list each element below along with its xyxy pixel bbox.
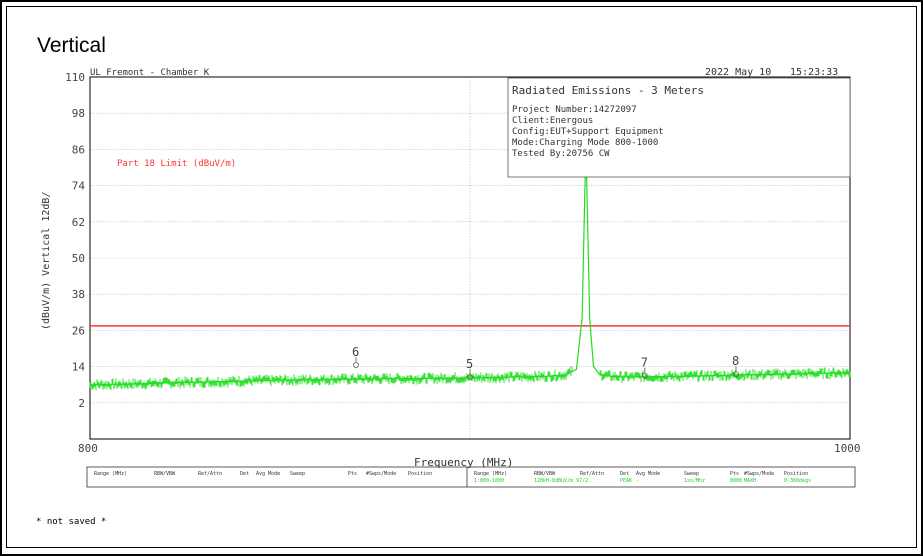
settings-table: Range (MHz) RBW/VBW Ref/Attn Det Avg Mode Swe… <box>86 466 856 488</box>
table-header: Sweep <box>290 471 305 477</box>
table-left: Range (MHz) RBW/VBW Ref/Attn Det Avg Mode Swe… <box>94 471 432 477</box>
table-right: Range (MHz)1:800-1000 RBW/VBW120kH-0dBuV/… <box>474 471 811 484</box>
header-left: UL Fremont - Chamber K <box>90 68 210 78</box>
table-header: Det <box>240 471 249 477</box>
table-header: Range (MHz) <box>474 471 507 477</box>
table-header: Ref/Attn <box>580 471 604 477</box>
inner-frame <box>6 6 917 548</box>
y-tick-label: 2 <box>78 397 85 410</box>
y-tick-label: 110 <box>65 71 85 84</box>
table-header: RBW/VBW <box>534 471 556 477</box>
polarization-heading: Vertical <box>37 34 106 57</box>
table-value: 1ss/Mhz <box>684 478 705 484</box>
header-time: 15:23:33 <box>790 67 838 78</box>
info-line: Tested By:20756 CW <box>512 149 610 159</box>
table-header: Position <box>408 471 432 477</box>
marker-point <box>353 362 359 368</box>
marker-point <box>467 374 473 381</box>
footnote: * not saved * <box>36 517 107 527</box>
table-header: Ref/Attn <box>198 471 222 477</box>
table-value: MAXH <box>744 478 756 484</box>
y-tick-label: 38 <box>72 288 85 301</box>
table-header: Position <box>784 471 808 477</box>
table-header: Avg Mode <box>636 471 660 477</box>
table-value: 8000 <box>730 478 742 484</box>
header-date: 2022 May 10 <box>705 67 771 78</box>
table-header: #Swps/Mode <box>744 471 774 477</box>
y-tick-labels: 110 98 86 74 62 50 38 26 14 2 <box>65 71 85 410</box>
y-tick-label: 62 <box>72 216 85 229</box>
settings-table-frame <box>86 466 856 488</box>
x-tick-label: 1000 <box>834 442 861 455</box>
table-header: Range (MHz) <box>94 471 127 477</box>
table-value: 0-360degs <box>784 478 811 484</box>
table-header: RBW/VBW <box>154 471 176 477</box>
y-tick-label: 50 <box>72 252 85 265</box>
table-value: - <box>636 478 639 484</box>
table-header: Sweep <box>684 471 699 477</box>
y-tick-label: 14 <box>72 361 86 374</box>
table-header: Avg Mode <box>256 471 280 477</box>
info-line: Mode:Charging Mode 800-1000 <box>512 138 658 148</box>
info-box: Radiated Emissions - 3 Meters Project Nu… <box>507 77 851 178</box>
emission-trace <box>89 143 851 386</box>
info-line: Config:EUT+Support Equipment <box>512 127 664 137</box>
y-tick-label: 26 <box>72 324 85 337</box>
y-tick-label: 74 <box>72 180 86 193</box>
limit-label: Part 18 Limit (dBuV/m) <box>117 159 236 169</box>
y-tick-label: 86 <box>72 143 85 156</box>
marker-point <box>733 371 739 378</box>
table-header: Pts <box>730 471 739 477</box>
info-box-title: Radiated Emissions - 3 Meters <box>512 84 704 97</box>
table-header: #Swps/Mode <box>366 471 396 477</box>
marker-point <box>641 372 648 379</box>
x-axis-label: Frequency (MHz) <box>414 456 513 469</box>
table-value: 1:800-1000 <box>474 478 504 484</box>
marker-label: 5 <box>466 357 473 371</box>
marker-label: 6 <box>352 345 359 359</box>
marker-label: 8 <box>732 354 739 368</box>
table-header: Det <box>620 471 629 477</box>
x-tick-label: 800 <box>78 442 98 455</box>
y-axis-label: (dBuV/m) Vertical 12dB/ <box>41 192 52 330</box>
info-box-frame <box>507 77 851 178</box>
info-line: Project Number:14272097 <box>512 105 637 115</box>
plot-frame <box>89 76 851 440</box>
table-header: Pts <box>348 471 357 477</box>
table-value: 120kH-0dBuV/m 97/2 <box>534 478 588 484</box>
y-tick-label: 98 <box>72 107 85 120</box>
info-line: Client:Energous <box>512 116 593 126</box>
table-value: PEAK <box>620 478 632 484</box>
marker-label: 7 <box>641 356 648 370</box>
